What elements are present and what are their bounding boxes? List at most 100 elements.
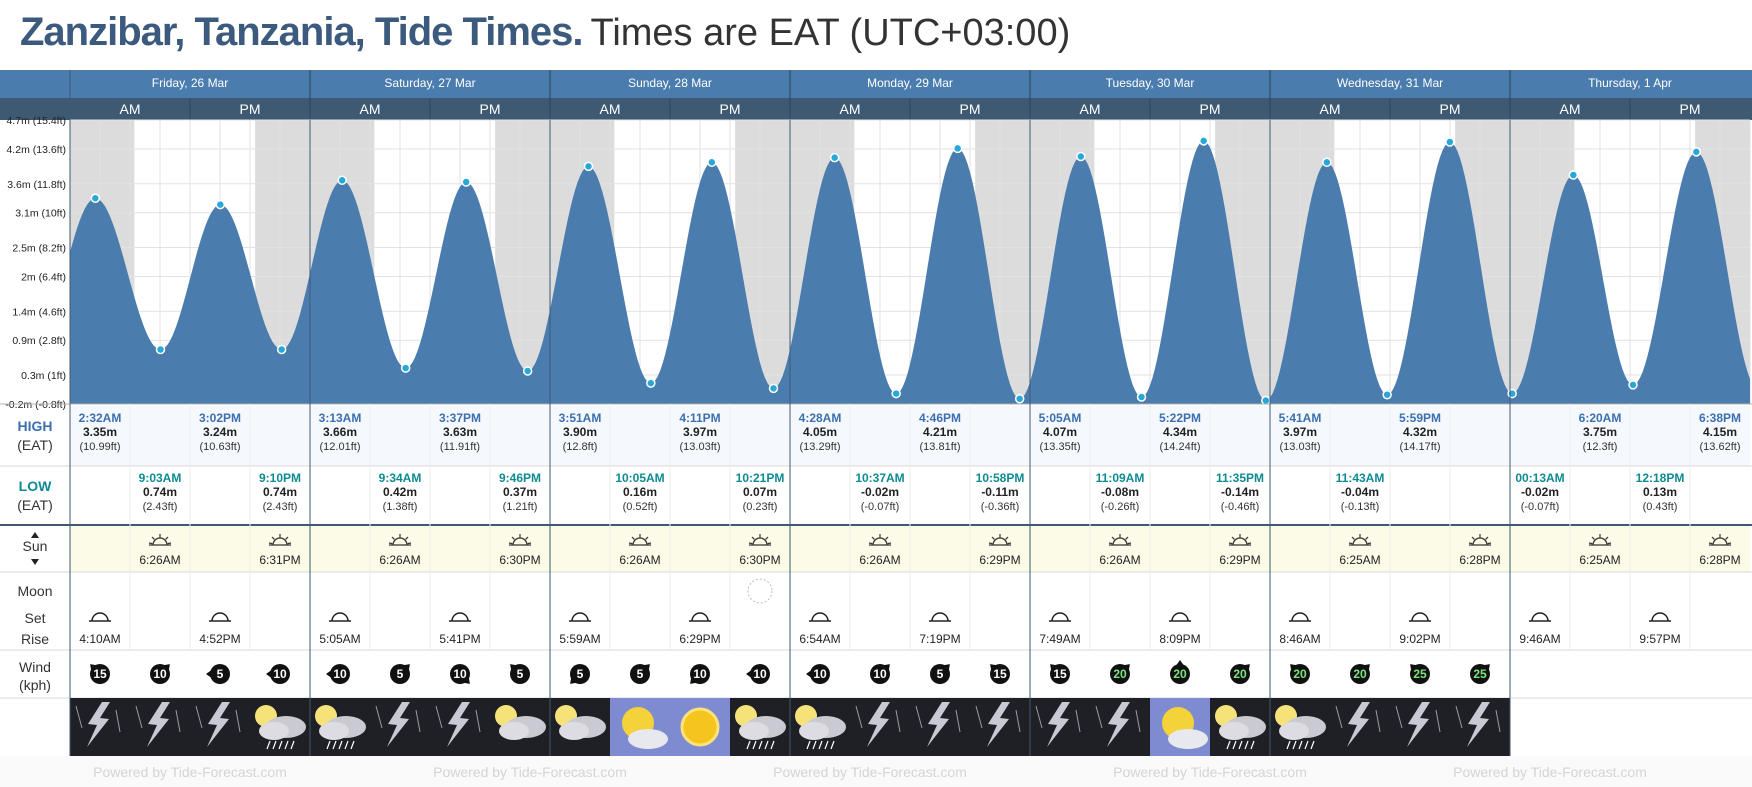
wind-indicator: 5: [930, 664, 950, 684]
am-label: AM: [840, 101, 861, 117]
sun-ray: [1711, 536, 1715, 540]
sun-ray: [1125, 536, 1129, 540]
y-tick-label: 0.3m (1ft): [21, 370, 66, 382]
low-tide-meters: -0.02m: [861, 485, 899, 499]
sun-ray: [1231, 536, 1235, 540]
sun-ray: [1127, 542, 1132, 545]
weather-cloud-rain-icon: [790, 698, 850, 756]
pm-label: PM: [960, 101, 981, 117]
wind-circle: [1290, 664, 1310, 684]
wind-indicator: 5: [206, 664, 230, 684]
rain-streak: [1335, 705, 1343, 729]
weather-cloud-rain-icon: [250, 698, 310, 756]
wind-circle: [810, 664, 830, 684]
rain-streak: [1075, 709, 1081, 733]
high-tide-meters: 4.34m: [1163, 425, 1197, 439]
low-tide-time: 10:37AM: [855, 471, 904, 485]
sun-ray: [1487, 542, 1492, 545]
day-header-label: Friday, 26 Mar: [152, 76, 228, 90]
rain-drop: [764, 740, 769, 750]
sunset-arrow-icon: [31, 559, 39, 565]
tide-point: [583, 161, 594, 172]
high-tide-meters: 4.15m: [1703, 425, 1737, 439]
rain-drop: [326, 740, 331, 750]
tide-point: [1136, 392, 1147, 402]
rain-drop: [1298, 740, 1303, 750]
sunset-icon: [1228, 534, 1252, 546]
moonset-time: 5:41PM: [439, 632, 480, 646]
y-axis-panel: [0, 120, 70, 404]
moonset-icon: [209, 612, 231, 622]
low-tide-feet: (0.43ft): [1643, 501, 1678, 513]
rain-drop: [752, 740, 757, 750]
sunset-icon: [1468, 534, 1492, 546]
sunrise-time: 6:26AM: [139, 553, 180, 567]
tide-point: [1382, 389, 1392, 400]
low-tide-feet: (0.23ft): [743, 501, 778, 513]
tide-point: [215, 199, 226, 210]
rain-drop: [1226, 740, 1231, 750]
wind-speed: 10: [453, 667, 467, 681]
sunset-icon: [748, 534, 772, 546]
wind-circle: [1410, 664, 1430, 684]
rain-streak: [115, 709, 121, 733]
wind-circle: [930, 664, 950, 684]
lightning-bolt: [207, 702, 230, 747]
sun-ray: [525, 536, 529, 540]
sunset-time: 6:28PM: [1699, 553, 1740, 567]
moon-arc: [1171, 612, 1189, 622]
wind-speed: 10: [153, 667, 167, 681]
moonset-time: 9:57PM: [1639, 632, 1680, 646]
moonrise-icon: [1529, 612, 1551, 622]
sun-arc: [992, 537, 1008, 546]
sunrise-icon: [1108, 534, 1132, 546]
sunset-time: 6:31PM: [259, 553, 300, 567]
wind-circle: [570, 664, 590, 684]
sun-arc: [1472, 537, 1488, 546]
y-tick-label: 4.2m (13.6ft): [6, 144, 66, 156]
weather-storm-icon: [1330, 698, 1390, 756]
moonset-time: 9:02PM: [1399, 632, 1440, 646]
low-tide-feet: (1.38ft): [383, 501, 418, 513]
high-tide-meters: 4.32m: [1403, 425, 1437, 439]
sunset-time: 6:29PM: [979, 553, 1020, 567]
weather-storm-icon: [370, 698, 430, 756]
pm-label: PM: [720, 101, 741, 117]
moonset-icon: [449, 612, 471, 622]
wind-indicator: 10: [690, 664, 710, 684]
rain-drop: [824, 740, 829, 750]
wind-indicator: 20: [1170, 660, 1190, 684]
low-tide-meters: 0.16m: [623, 485, 657, 499]
wind-circle: [390, 664, 410, 684]
rain-streak: [175, 709, 181, 733]
weather-cloud-rain-icon: [1270, 698, 1330, 756]
weather-cloud-rain-icon: [730, 698, 790, 756]
low-tide-time: 9:46PM: [499, 471, 541, 485]
high-tide-feet: (13.81ft): [920, 441, 961, 453]
day-header-label: Saturday, 27 Mar: [384, 76, 475, 90]
sunset-icon: [508, 534, 532, 546]
high-tide-meters: 4.05m: [803, 425, 837, 439]
pm-label: PM: [1440, 101, 1461, 117]
sun-ray: [407, 542, 412, 545]
y-tick-label: 1.4m (4.6ft): [12, 306, 66, 318]
sun-ray: [388, 542, 393, 545]
moon-row-label: Moon: [17, 583, 52, 599]
pm-label: PM: [1200, 101, 1221, 117]
sunrise-icon: [388, 534, 412, 546]
rain-drop: [758, 740, 763, 750]
weather-storm-icon: [70, 698, 130, 756]
low-tide-meters: 0.13m: [1643, 485, 1677, 499]
low-tide-time: 10:58PM: [976, 471, 1025, 485]
low-tide-time: 12:18PM: [1636, 471, 1685, 485]
weather-storm-icon: [850, 698, 910, 756]
moonset-time: 7:19PM: [919, 632, 960, 646]
moon-arc: [1411, 612, 1429, 622]
weather-storm-icon: [190, 698, 250, 756]
low-tide-feet: (2.43ft): [143, 501, 178, 513]
rain-drop: [818, 740, 823, 750]
sun-ray: [765, 536, 769, 540]
high-tide-feet: (10.63ft): [200, 441, 241, 453]
sun-ray: [391, 536, 395, 540]
rain-drop: [1310, 740, 1315, 750]
